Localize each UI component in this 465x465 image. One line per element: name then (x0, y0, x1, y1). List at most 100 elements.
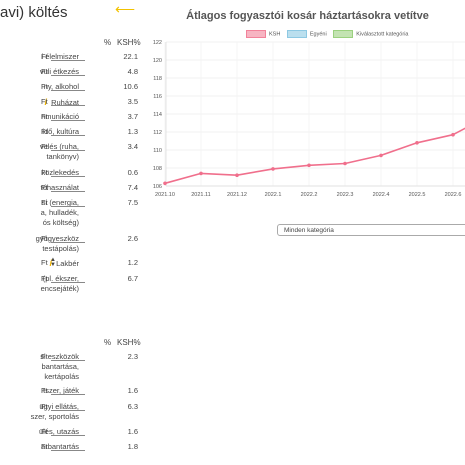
row-label-line: arbantartás (41, 442, 79, 451)
amount-input[interactable] (51, 410, 85, 411)
chart-title: Átlagos fogyasztói kosár háztartásokra v… (186, 10, 429, 22)
amount-input[interactable] (51, 120, 85, 121)
row-label-line: encsejáték) (40, 284, 79, 293)
row-label: tóhasználat (41, 183, 79, 193)
data-point (235, 173, 239, 177)
currency-label: Ft (41, 274, 48, 283)
info-icon[interactable]: i (49, 258, 53, 268)
x-tick-label: 2022.3 (337, 192, 354, 198)
currency-label: Ft (41, 97, 48, 106)
y-tick-label: 122 (153, 40, 162, 46)
ksh-percent-value: 2.3 (127, 352, 138, 361)
row-label-line: bantartása, (41, 362, 79, 371)
legend-swatch (246, 30, 266, 38)
table-row: arbantartás Ft 1.8 (0, 442, 142, 452)
currency-label: Ft (41, 234, 48, 243)
row-label: si eszközök bantartása, kertápolás (40, 352, 79, 382)
amount-input[interactable] (51, 191, 85, 192)
y-tick-label: 118 (153, 76, 162, 82)
data-point (343, 161, 347, 166)
legend-label: Kiválasztott kategória (356, 31, 409, 38)
row-label-line: nmunikáció (41, 112, 79, 121)
ksh-percent-value: 1.3 (127, 127, 138, 136)
ksh-percent-value: 2.6 (127, 234, 138, 243)
currency-label: Ft (41, 386, 48, 395)
row-label: i Ruházat (45, 97, 79, 108)
data-point (451, 132, 455, 137)
currency-label: Ft (41, 402, 48, 411)
table-row: i élelmiszer Ft 22.1 (0, 52, 142, 62)
ksh-percent-value: 1.8 (127, 442, 138, 451)
row-label: idő, kultúra (42, 127, 79, 137)
amount-input[interactable] (51, 206, 85, 207)
ksh-percent-value: 1.2 (127, 258, 138, 267)
legend-label: Egyéni (309, 31, 327, 38)
currency-label: Ft (41, 82, 48, 91)
pct-column-header-2: % (104, 338, 112, 347)
amount-input[interactable] (51, 450, 85, 451)
ksh-column-header: KSH% (117, 38, 141, 47)
row-label: ny, alkohol (44, 82, 79, 92)
x-tick-label: 2021.10 (155, 192, 175, 198)
currency-label: Ft (41, 352, 48, 361)
row-label-line: ny, alkohol (43, 82, 79, 91)
amount-input[interactable] (51, 105, 85, 106)
x-tick-label: 2021.12 (227, 192, 247, 198)
amount-input[interactable] (51, 60, 85, 61)
table-row: velés (ruha, tankönyv) Ft 3.4 (0, 142, 142, 162)
table-row: si eszközök bantartása, kertápolás Ft 2.3 (0, 352, 142, 382)
row-label: közlekedés (41, 168, 79, 178)
amount-input[interactable] (51, 282, 85, 283)
legend-item-ksh[interactable]: KSH (246, 30, 280, 38)
legend-item-egyeni[interactable]: Egyéni (286, 30, 327, 38)
table-row: i Ruházat Ft 3.5 (0, 97, 142, 107)
chart-legend: KSH Egyéni Kiválasztott kategória (246, 30, 413, 38)
row-label-line: si eszközök (40, 352, 79, 361)
currency-label: Ft (41, 427, 48, 436)
table-row: vüli étkezés Ft 4.8 (0, 67, 142, 77)
data-point (199, 171, 203, 176)
table-row: i Lakbér Ft ▲ ▼ 1.2 (0, 257, 142, 268)
arrow-left-icon[interactable]: ⟵ (115, 1, 136, 17)
amount-input[interactable] (51, 242, 85, 243)
row-label: (pl. ékszer, encsejáték) (41, 274, 79, 294)
row-label-line: szer, sportolás (30, 412, 79, 421)
spinner-icon[interactable]: ▲ ▼ (50, 257, 56, 268)
category-select[interactable]: Minden kategória (277, 224, 465, 236)
ksh-column-header-2: KSH% (117, 338, 141, 347)
row-label-line: ülés, utazás (38, 427, 79, 436)
table-row: idő, kultúra Ft 1.3 (0, 127, 142, 137)
ksh-percent-value: 0.6 (127, 168, 138, 177)
row-label-line: tszer, játék (43, 386, 79, 395)
row-label-line: Lakbér (56, 259, 79, 268)
x-tick-label: 2022.2 (301, 192, 318, 198)
row-label-line: idő, kultúra (42, 127, 79, 136)
currency-label: Ft (41, 112, 48, 121)
amount-input[interactable] (51, 75, 85, 76)
row-label-line: tankönyv) (46, 152, 79, 161)
amount-input[interactable] (51, 150, 85, 151)
row-label: i élelmiszer (41, 52, 79, 62)
amount-input[interactable] (51, 90, 85, 91)
amount-input[interactable] (51, 360, 85, 361)
ksh-percent-value: 3.5 (127, 97, 138, 106)
amount-input[interactable] (51, 394, 85, 395)
row-label-line: gyógyeszköz (35, 234, 79, 243)
amount-input[interactable] (51, 135, 85, 136)
info-icon[interactable]: i (44, 97, 48, 107)
legend-item-kivalasztott[interactable]: Kiválasztott kategória (333, 30, 408, 38)
y-tick-label: 110 (153, 148, 162, 154)
row-label-line: si (energia, (41, 198, 79, 207)
page-title: avi) költés (0, 4, 68, 21)
currency-label: Ft (41, 198, 48, 207)
x-tick-label: 2022.4 (373, 192, 390, 198)
currency-label: Ft (41, 52, 48, 61)
legend-label: KSH (269, 31, 281, 38)
row-label-line: (pl. ékszer, (42, 274, 79, 283)
currency-label: Ft (41, 183, 48, 192)
currency-label: Ft (41, 258, 48, 267)
amount-input[interactable] (51, 435, 85, 436)
y-tick-label: 106 (153, 184, 162, 190)
x-tick-label: 2022.1 (265, 192, 282, 198)
amount-input[interactable] (51, 176, 85, 177)
